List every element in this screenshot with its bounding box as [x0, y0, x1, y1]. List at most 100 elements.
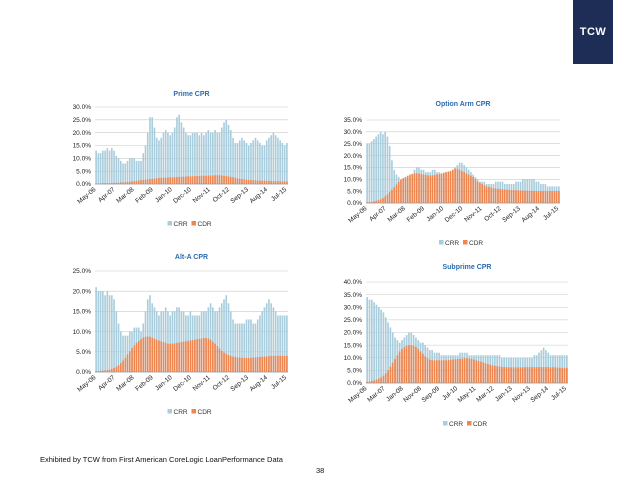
cdr-bar	[126, 181, 129, 184]
cdr-bar	[429, 359, 431, 383]
cdr-bar	[173, 343, 176, 372]
cdr-bar	[95, 371, 97, 372]
cdr-bar	[373, 201, 375, 203]
y-tick-label: 10.0%	[73, 156, 92, 163]
cdr-bar	[274, 355, 277, 372]
crr-bar	[209, 132, 212, 184]
cdr-bar	[440, 173, 443, 203]
crr-bar	[200, 132, 203, 184]
cdr-bar	[176, 177, 178, 184]
cdr-bar	[283, 355, 286, 372]
cdr-bar	[151, 178, 154, 184]
cdr-bar	[482, 362, 485, 383]
cdr-bar	[447, 171, 450, 203]
cdr-bar	[370, 380, 373, 383]
cdr-bar	[265, 180, 268, 184]
cdr-bar	[500, 366, 503, 383]
cdr-bar	[545, 367, 547, 383]
cdr-bar	[431, 360, 434, 383]
y-tick-label: 20.0%	[73, 288, 92, 295]
cdr-bar	[144, 336, 147, 372]
cdr-bar	[443, 172, 445, 203]
crr-bar	[117, 323, 120, 372]
chart-title: Prime CPR	[173, 91, 209, 98]
cdr-bar	[259, 357, 261, 372]
cdr-bar	[533, 367, 536, 383]
crr-bar	[268, 299, 270, 372]
cdr-bar	[171, 343, 174, 372]
cdr-bar	[377, 200, 380, 203]
crr-bar	[261, 311, 263, 372]
legend-swatch	[167, 409, 172, 414]
cdr-bar	[542, 191, 544, 203]
cdr-bar	[465, 173, 468, 203]
cdr-bar	[438, 174, 441, 203]
crr-bar	[225, 295, 228, 372]
crr-bar	[377, 134, 380, 203]
cdr-bar	[126, 354, 129, 372]
cdr-bar	[517, 367, 519, 383]
crr-bar	[384, 317, 387, 383]
crr-bar	[389, 327, 392, 383]
cdr-bar	[200, 175, 203, 184]
legend-swatch	[191, 409, 196, 414]
cdr-bar	[229, 355, 232, 372]
cdr-bar	[370, 201, 373, 203]
crr-bar	[135, 160, 138, 184]
crr-bar	[203, 135, 205, 184]
cdr-bar	[173, 177, 176, 184]
cdr-bar	[272, 355, 275, 372]
y-tick-label: 5.0%	[347, 188, 362, 195]
crr-bar	[104, 295, 106, 372]
cdr-bar	[452, 169, 454, 203]
crr-bar	[265, 303, 268, 372]
cdr-bar	[528, 190, 531, 203]
crr-bar	[162, 311, 165, 372]
crr-bar	[173, 127, 176, 184]
cdr-bar	[452, 359, 454, 383]
cdr-bar	[243, 357, 246, 372]
cdr-bar	[470, 175, 472, 203]
cdr-bar	[503, 367, 505, 383]
crr-bar	[164, 130, 167, 184]
y-tick-label: 10.0%	[73, 329, 92, 336]
legend-label: CDR	[198, 221, 212, 228]
legend-label: CRR	[445, 240, 459, 247]
crr-bar	[393, 169, 396, 203]
cdr-bar	[467, 174, 470, 203]
cdr-bar	[433, 360, 436, 383]
crr-bar	[104, 150, 106, 184]
cdr-bar	[182, 176, 185, 184]
crr-bar	[259, 142, 261, 184]
x-tick-label: Jul-15	[550, 385, 568, 402]
cdr-bar	[427, 175, 429, 203]
cdr-bar	[142, 179, 145, 184]
cdr-bar	[490, 187, 493, 203]
cdr-bar	[236, 178, 239, 184]
crr-bar	[212, 307, 214, 372]
cdr-bar	[227, 176, 230, 184]
cdr-bar	[158, 340, 160, 372]
cdr-bar	[247, 179, 250, 184]
crr-bar	[366, 297, 368, 383]
cdr-bar	[102, 370, 104, 372]
cdr-bar	[384, 373, 387, 383]
crr-bar	[542, 347, 545, 383]
cdr-bar	[412, 345, 415, 383]
cdr-bar	[142, 337, 145, 372]
cdr-bar	[218, 348, 221, 372]
cdr-bar	[167, 177, 169, 184]
cdr-bar	[115, 182, 118, 184]
cdr-bar	[167, 343, 169, 372]
crr-bar	[254, 137, 257, 184]
cdr-bar	[243, 179, 246, 184]
cdr-bar	[382, 375, 385, 383]
cdr-bar	[238, 178, 241, 184]
crr-bar	[223, 122, 225, 184]
cdr-bar	[484, 363, 487, 383]
cdr-bar	[445, 172, 447, 203]
crr-bar	[220, 127, 223, 184]
cdr-bar	[171, 177, 174, 184]
